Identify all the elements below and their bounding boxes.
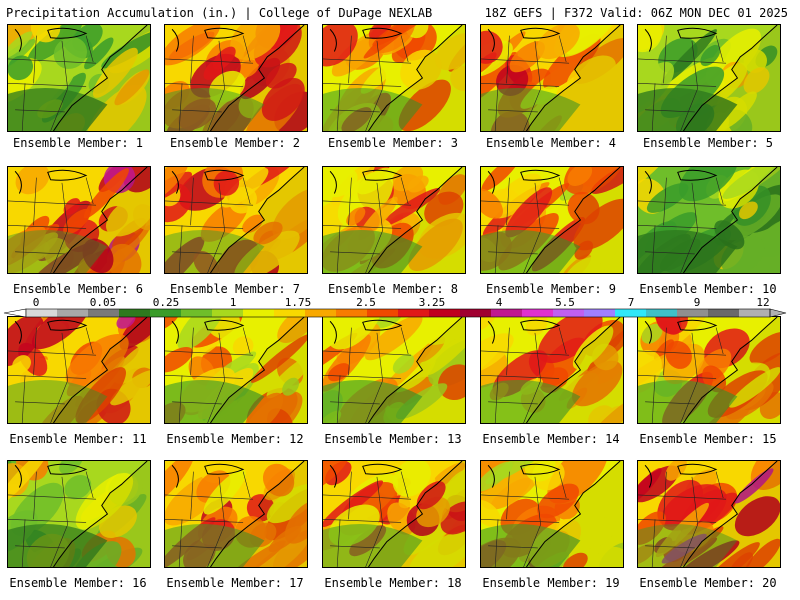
ensemble-map-panel [164,24,308,132]
ensemble-map-panel [7,24,151,132]
colorbar-swatch [398,309,430,317]
ensemble-map-panel [164,166,308,274]
ensemble-map-panel [322,316,466,424]
ensemble-map-panel [164,316,308,424]
colorbar-tick-label: 7 [628,296,635,309]
colorbar-max-arrow [769,308,787,318]
ensemble-member-caption: Ensemble Member: 11 [9,432,147,446]
ensemble-member-caption: Ensemble Member: 18 [324,576,462,590]
colorbar-swatch [708,309,740,317]
colorbar-swatch [274,309,306,317]
ensemble-member-caption: Ensemble Member: 8 [327,282,459,296]
ensemble-map-panel [322,166,466,274]
colorbar-tick-label: 0.25 [153,296,180,309]
ensemble-map-panel [637,460,781,568]
precip-colorbar: 0 0.05 0.25 1 1.75 2.5 3.25 4 5.5 7 9 12 [3,296,787,318]
ensemble-member-caption: Ensemble Member: 20 [639,576,777,590]
ensemble-map-panel [480,24,624,132]
ensemble-map-panel [480,316,624,424]
colorbar-min-arrow [3,308,27,318]
model-valid-time: 18Z GEFS | F372 Valid: 06Z MON DEC 01 20… [484,6,788,20]
ensemble-map-panel [480,460,624,568]
ensemble-map-panel [164,460,308,568]
colorbar-swatch [584,309,616,317]
ensemble-member-caption: Ensemble Member: 12 [166,432,304,446]
colorbar-swatch [305,309,337,317]
colorbar-tick-label: 1 [230,296,237,309]
colorbar-swatch [677,309,709,317]
ensemble-member-caption: Ensemble Member: 10 [639,282,777,296]
ensemble-member-caption: Ensemble Member: 7 [169,282,301,296]
ensemble-map-panel [480,166,624,274]
ensemble-map-panel [322,460,466,568]
colorbar-swatch [243,309,275,317]
colorbar-swatch [212,309,244,317]
colorbar-swatch [26,309,58,317]
colorbar-tick-label: 0.05 [90,296,117,309]
colorbar-swatch [367,309,399,317]
ensemble-member-caption: Ensemble Member: 6 [12,282,144,296]
colorbar-tick-label: 4 [496,296,503,309]
colorbar-swatch [429,309,461,317]
ensemble-map-panel [322,24,466,132]
ensemble-member-caption: Ensemble Member: 17 [166,576,304,590]
colorbar-swatch [181,309,213,317]
colorbar-swatch [336,309,368,317]
ensemble-map-panel [637,166,781,274]
ensemble-member-caption: Ensemble Member: 2 [169,136,301,150]
colorbar-swatch [150,309,182,317]
colorbar-tick-label: 2.5 [356,296,376,309]
colorbar-swatch [88,309,120,317]
ensemble-member-caption: Ensemble Member: 1 [12,136,144,150]
ensemble-member-caption: Ensemble Member: 4 [485,136,617,150]
colorbar-tick-label: 1.75 [285,296,312,309]
ensemble-member-caption: Ensemble Member: 13 [324,432,462,446]
colorbar-tick-label: 5.5 [555,296,575,309]
colorbar-tick-label: 9 [694,296,701,309]
colorbar-swatch [553,309,585,317]
ensemble-map-panel [7,166,151,274]
colorbar-swatch [615,309,647,317]
colorbar-swatch [491,309,523,317]
colorbar-swatch [119,309,151,317]
ensemble-map-panel [7,316,151,424]
ensemble-member-caption: Ensemble Member: 3 [327,136,459,150]
ensemble-member-caption: Ensemble Member: 9 [485,282,617,296]
colorbar-tick-label: 0 [33,296,40,309]
ensemble-member-caption: Ensemble Member: 5 [642,136,774,150]
colorbar-swatch [460,309,492,317]
ensemble-member-caption: Ensemble Member: 19 [482,576,620,590]
colorbar-tick-label: 12 [756,296,769,309]
colorbar-swatch [57,309,89,317]
ensemble-member-caption: Ensemble Member: 15 [639,432,777,446]
ensemble-map-panel [7,460,151,568]
ensemble-member-caption: Ensemble Member: 14 [482,432,620,446]
colorbar-swatch [522,309,554,317]
colorbar-tick-label: 3.25 [419,296,446,309]
ensemble-map-panel [637,24,781,132]
ensemble-member-caption: Ensemble Member: 16 [9,576,147,590]
ensemble-map-panel [637,316,781,424]
colorbar-swatch [739,309,771,317]
map-title: Precipitation Accumulation (in.) | Colle… [6,6,433,20]
colorbar-swatch [646,309,678,317]
